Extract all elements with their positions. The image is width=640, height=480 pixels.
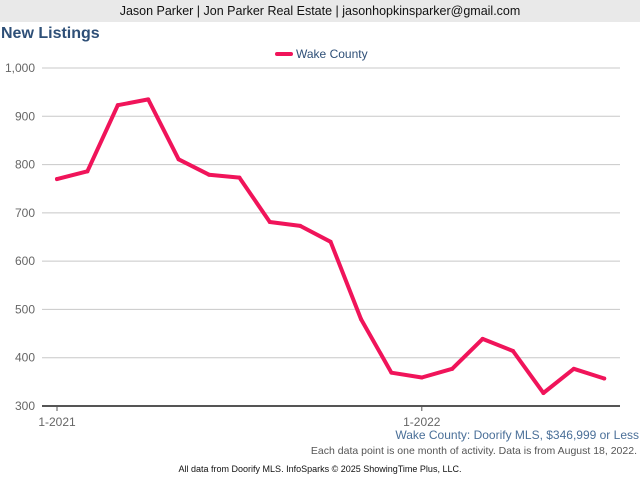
data-point[interactable] [115, 103, 120, 108]
data-point[interactable] [602, 376, 607, 381]
y-tick-label: 1,000 [5, 61, 35, 75]
data-point[interactable] [328, 239, 333, 244]
y-tick-label: 800 [15, 158, 35, 172]
data-point[interactable] [176, 157, 181, 162]
data-point[interactable] [55, 177, 59, 182]
source-line: Wake County: Doorify MLS, $346,999 or Le… [395, 428, 639, 442]
legend[interactable]: Wake County [275, 47, 368, 61]
gridlines [42, 67, 620, 359]
series-group [55, 97, 607, 395]
legend-label[interactable]: Wake County [296, 47, 368, 61]
y-tick-label: 300 [15, 399, 35, 413]
data-point[interactable] [237, 175, 242, 180]
data-point[interactable] [571, 366, 576, 371]
data-point[interactable] [541, 390, 546, 395]
data-point[interactable] [298, 223, 303, 228]
x-tick-label: 1-2021 [38, 415, 76, 429]
chart-title: New Listings [1, 25, 100, 42]
data-point[interactable] [146, 97, 151, 102]
data-point[interactable] [389, 370, 394, 375]
data-point[interactable] [85, 169, 90, 174]
data-point[interactable] [511, 348, 515, 353]
y-tick-label: 400 [15, 351, 35, 365]
header-text: Jason Parker | Jon Parker Real Estate | … [119, 4, 521, 18]
footer: All data from Doorify MLS. InfoSparks © … [178, 464, 462, 474]
data-point[interactable] [267, 220, 272, 225]
data-point[interactable] [480, 336, 485, 341]
x-tick-label: 1-2022 [403, 415, 441, 429]
data-point[interactable] [419, 375, 424, 380]
y-tick-label: 600 [15, 254, 35, 268]
data-point[interactable] [359, 317, 363, 322]
y-tick-label: 900 [15, 109, 35, 123]
data-note: Each data point is one month of activity… [310, 445, 637, 457]
header-bar: Jason Parker | Jon Parker Real Estate | … [0, 0, 640, 22]
y-axis: 300 400 500 600 700 800 900 1,000 [5, 61, 35, 413]
data-point[interactable] [207, 172, 211, 177]
y-tick-label: 500 [15, 302, 35, 316]
series-line-wake-county [55, 97, 607, 395]
data-point[interactable] [450, 366, 455, 371]
y-tick-label: 700 [15, 206, 35, 220]
x-axis: 1-2021 1-2022 [38, 405, 620, 429]
